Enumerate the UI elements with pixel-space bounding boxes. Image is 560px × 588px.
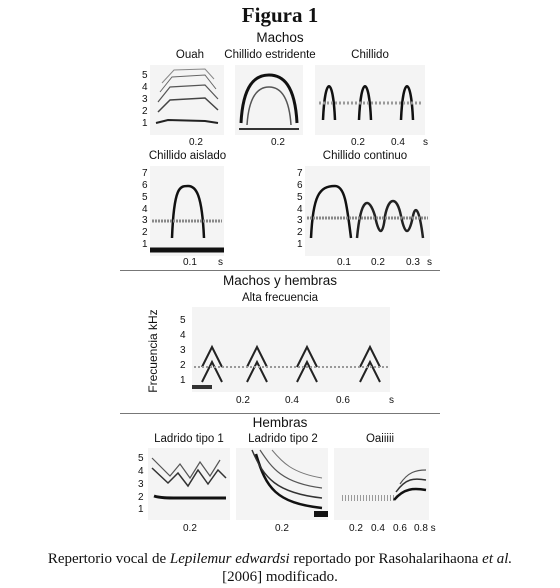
xtick-0-8-s: 0.8 s [414, 523, 436, 534]
figure-title: Figura 1 [241, 3, 319, 27]
panel-title-ladrido-tipo-1: Ladrido tipo 1 [154, 433, 224, 445]
ytick-6: 6 [297, 180, 303, 191]
ytick-1: 1 [297, 239, 303, 250]
ytick-3: 3 [297, 215, 303, 226]
panel-title-chillido-estridente: Chillido estridente [224, 49, 316, 61]
caption-text-a: Repertorio vocal de [47, 551, 170, 567]
xtick-unit-s: s [389, 395, 394, 406]
ytick-4: 4 [138, 466, 144, 477]
xtick-0-2: 0.2 [351, 137, 365, 148]
ytick-5: 5 [142, 192, 148, 203]
caption-etal: et al. [482, 551, 513, 567]
section-males-heading: Machos [256, 30, 304, 45]
ytick-5: 5 [180, 315, 186, 326]
ytick-2: 2 [142, 106, 148, 117]
caption-species: Lepilemur edwardsi [169, 551, 290, 567]
ytick-3: 3 [180, 345, 186, 356]
ytick-1: 1 [142, 118, 148, 129]
xtick-0-4: 0.4 [371, 523, 385, 534]
panel-title-chillido-aislado: Chillido aislado [148, 150, 227, 162]
spectrogram-chillido-estridente [235, 65, 303, 135]
ytick-4: 4 [297, 204, 303, 215]
xtick-0-4: 0.4 [285, 395, 299, 406]
caption-line-2: [2006] modificado. [222, 569, 338, 585]
xtick-0-1: 0.1 [183, 257, 197, 268]
xtick-0-2: 0.2 [236, 395, 250, 406]
spectrogram-chillido-continuo-trace [307, 184, 428, 239]
spectrogram-chillido-continuo [305, 166, 430, 256]
spectrogram-chillido-aislado-trace [150, 184, 224, 253]
xtick-0-2: 0.2 [371, 257, 385, 268]
ytick-7: 7 [142, 168, 148, 179]
ytick-4: 4 [180, 330, 186, 341]
xtick-0-2: 0.2 [271, 137, 285, 148]
ytick-5: 5 [138, 453, 144, 464]
panel-title-chillido-continuo: Chillido continuo [322, 150, 408, 162]
spectrogram-ladrido-tipo-1-trace [151, 457, 227, 500]
spectrogram-chillido-aislado [150, 166, 224, 256]
spectrogram-alta-frecuencia-trace [192, 344, 388, 389]
xtick-unit-s: s [427, 257, 432, 268]
ytick-2: 2 [180, 360, 186, 371]
ytick-3: 3 [142, 94, 148, 105]
spectrogram-ouah [150, 65, 224, 135]
xtick-unit-s: s [218, 257, 223, 268]
caption-text-b: reportado por Rasohalarihaona [289, 551, 483, 567]
ytick-2: 2 [297, 227, 303, 238]
panel-title-chillido: Chillido [351, 49, 389, 61]
spectrogram-ouah-trace [155, 68, 219, 124]
spectrogram-alta-frecuencia [192, 307, 390, 392]
ytick-2: 2 [142, 227, 148, 238]
spectrogram-chillido [315, 65, 425, 135]
ytick-6: 6 [142, 180, 148, 191]
xtick-0-3: 0.3 [406, 257, 420, 268]
divider-1 [120, 270, 440, 271]
ytick-1: 1 [180, 375, 186, 386]
y-axis-label: Frecuencia kHz [146, 309, 160, 393]
figure-caption: Repertorio vocal de Lepilemur edwardsi r… [0, 550, 560, 586]
ytick-2: 2 [138, 492, 144, 503]
ytick-5: 5 [297, 192, 303, 203]
spectrogram-chillido-estridente-trace [239, 73, 299, 130]
ytick-1: 1 [138, 504, 144, 515]
ytick-3: 3 [138, 479, 144, 490]
xtick-0-6: 0.6 [393, 523, 407, 534]
spectrogram-ladrido-tipo-2-trace [251, 449, 328, 517]
ytick-3: 3 [142, 215, 148, 226]
ytick-5: 5 [142, 70, 148, 81]
xtick-0-2: 0.2 [189, 137, 203, 148]
spectrogram-oaiiiii [334, 448, 429, 520]
xtick-0-2: 0.2 [275, 523, 289, 534]
xtick-0-6: 0.6 [336, 395, 350, 406]
xtick-unit-s: s [423, 137, 428, 148]
panel-title-alta-frecuencia: Alta frecuencia [241, 292, 319, 304]
section-both-heading: Machos y hembras [222, 273, 338, 288]
ytick-4: 4 [142, 82, 148, 93]
spectrogram-ladrido-tipo-1 [148, 448, 230, 520]
xtick-0-4: 0.4 [391, 137, 405, 148]
spectrogram-oaiiiii-trace [342, 469, 427, 501]
divider-2 [120, 413, 440, 414]
panel-title-ouah: Ouah [175, 49, 205, 61]
xtick-0-2: 0.2 [349, 523, 363, 534]
section-females-heading: Hembras [252, 415, 308, 430]
panel-title-oaiiiii: Oaiiiii [365, 433, 395, 445]
xtick-0-1: 0.1 [337, 257, 351, 268]
spectrogram-chillido-trace [319, 85, 421, 121]
panel-title-ladrido-tipo-2: Ladrido tipo 2 [248, 433, 318, 445]
xtick-0-2: 0.2 [183, 523, 197, 534]
spectrogram-ladrido-tipo-2 [236, 448, 328, 520]
ytick-7: 7 [297, 168, 303, 179]
ytick-1: 1 [142, 239, 148, 250]
ytick-4: 4 [142, 204, 148, 215]
